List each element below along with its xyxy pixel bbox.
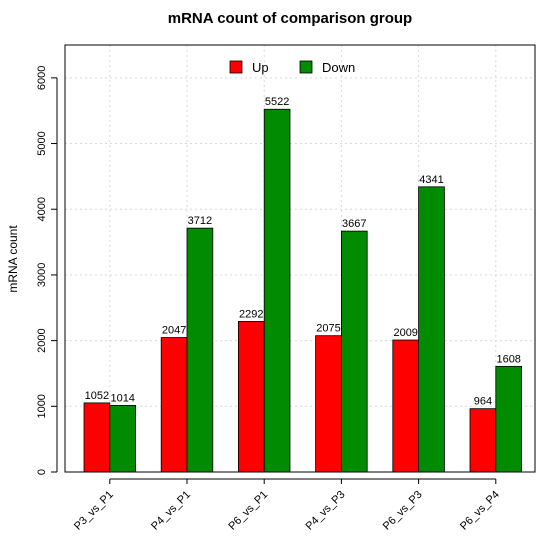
data-label: 4341 xyxy=(419,174,443,186)
bar-down-P6_vs_P3 xyxy=(418,186,445,473)
data-label: 2075 xyxy=(316,323,340,335)
bar-up-P6_vs_P4 xyxy=(469,408,497,473)
chart-title: mRNA count of comparison group xyxy=(168,10,412,27)
legend-label-down: Down xyxy=(322,60,355,75)
bar-up-P3_vs_P1 xyxy=(83,402,111,473)
bar-up-P6_vs_P1 xyxy=(237,321,265,473)
data-label: 3667 xyxy=(342,218,366,230)
y-tick-label: 4000 xyxy=(36,197,48,221)
bar-down-P3_vs_P1 xyxy=(109,404,137,473)
y-tick-label: 0 xyxy=(36,469,48,475)
data-label: 1608 xyxy=(496,353,520,365)
bar-down-P6_vs_P4 xyxy=(495,365,522,473)
bar-up-P4_vs_P1 xyxy=(160,337,188,473)
legend-label-up: Up xyxy=(252,60,269,75)
bar-up-P4_vs_P3 xyxy=(315,335,342,473)
data-label: 2292 xyxy=(239,308,263,320)
x-tick-label: P6_vs_P3 xyxy=(381,489,425,533)
y-tick-label: 3000 xyxy=(36,263,48,287)
data-label: 2047 xyxy=(162,325,186,337)
bar-up-P6_vs_P3 xyxy=(392,339,419,473)
x-tick-label: P4_vs_P3 xyxy=(304,489,348,533)
bar-down-P4_vs_P3 xyxy=(340,230,368,473)
data-label: 964 xyxy=(474,396,492,408)
data-label: 1052 xyxy=(85,390,109,402)
legend-swatch-up xyxy=(229,60,243,74)
x-tick-label: P3_vs_P1 xyxy=(72,489,116,533)
bars xyxy=(83,108,522,473)
x-tick-label: P6_vs_P1 xyxy=(226,489,270,533)
data-labels: 1052 1014 2047 3712 2292 5522 2075 3667 2009 4341… xyxy=(85,96,521,407)
data-label: 5522 xyxy=(265,96,289,108)
plot-frame xyxy=(64,44,536,473)
y-tick-label: 6000 xyxy=(36,66,48,90)
bar-down-P6_vs_P1 xyxy=(263,108,291,473)
x-tick-label: P6_vs_P4 xyxy=(458,489,502,533)
y-tick-label: 2000 xyxy=(36,328,48,352)
y-tick-label: 5000 xyxy=(36,131,48,155)
legend-swatch-down xyxy=(299,60,313,74)
x-tick-label: P4_vs_P1 xyxy=(149,489,193,533)
bar-down-P4_vs_P1 xyxy=(186,227,214,473)
x-axis: P3_vs_P1 P4_vs_P1 P6_vs_P1 P4_vs_P3 P6_vs_P3… xyxy=(72,478,502,533)
data-label: 2009 xyxy=(393,327,417,339)
y-axis: 0 1000 2000 3000 4000 5000 6000 xyxy=(36,66,58,475)
y-axis-label: mRNA count xyxy=(6,225,20,293)
legend: Up Down xyxy=(229,60,355,75)
data-label: 3712 xyxy=(188,215,212,227)
data-label: 1014 xyxy=(110,392,134,404)
y-tick-label: 1000 xyxy=(36,394,48,418)
